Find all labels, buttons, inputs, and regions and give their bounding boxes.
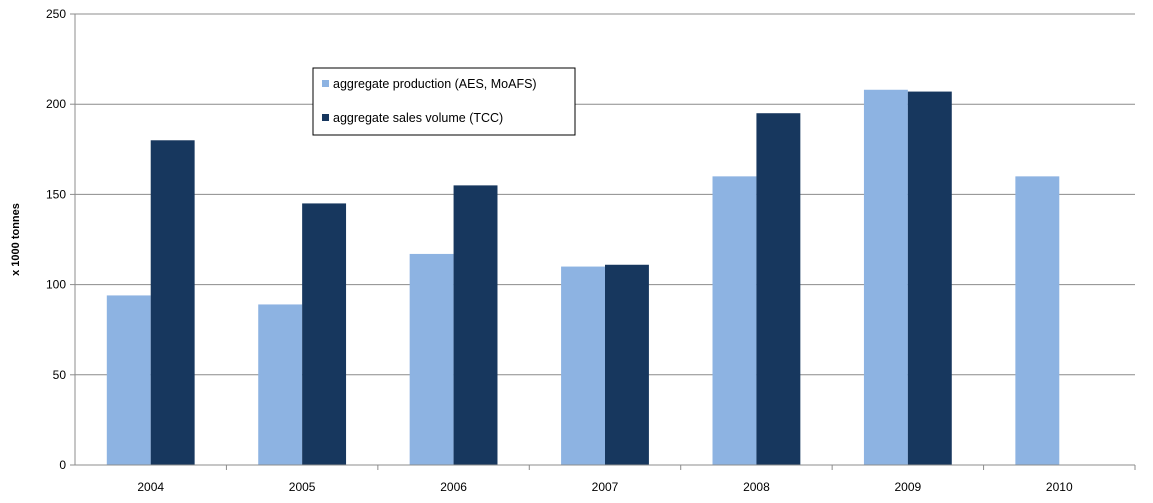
bar-sales-2007 xyxy=(605,264,649,465)
y-tick-label: 0 xyxy=(59,458,66,472)
y-axis-title: x 1000 tonnes xyxy=(10,203,22,276)
x-tick-label: 2007 xyxy=(592,480,619,494)
legend-swatch xyxy=(322,80,329,87)
legend-box xyxy=(312,67,576,136)
legend-label: aggregate sales volume (TCC) xyxy=(333,111,503,125)
bar-sales-2006 xyxy=(453,185,498,465)
y-tick-label: 200 xyxy=(46,97,66,111)
x-tick-label: 2009 xyxy=(895,480,922,494)
bar-production-2010 xyxy=(1015,176,1060,466)
y-tick-label: 50 xyxy=(53,368,67,382)
y-tick-label: 250 xyxy=(46,7,66,21)
legend: aggregate production (AES, MoAFS) aggrega… xyxy=(312,67,576,136)
x-tick-label: 2010 xyxy=(1046,480,1073,494)
bar-sales-2008 xyxy=(756,113,801,465)
bar-production-2004 xyxy=(106,295,151,465)
y-tick-label: 150 xyxy=(46,187,66,201)
bar-sales-2009 xyxy=(907,91,952,466)
bar-production-2006 xyxy=(409,253,454,465)
axis-labels: 0 50 100 150 200 250 2004 2005 2006 2007 2008 2009 2… xyxy=(10,7,1073,494)
x-tick-label: 2004 xyxy=(137,480,164,494)
bar-production-2007 xyxy=(561,266,605,465)
bars xyxy=(106,89,1060,466)
bar-production-2008 xyxy=(712,176,757,466)
bar-production-2005 xyxy=(258,304,303,465)
x-tick-label: 2006 xyxy=(440,480,467,494)
bar-sales-2004 xyxy=(150,140,195,465)
bar-sales-2005 xyxy=(302,203,347,466)
bar-production-2009 xyxy=(863,89,908,465)
legend-swatch xyxy=(322,114,329,121)
legend-label: aggregate production (AES, MoAFS) xyxy=(333,77,537,91)
gridlines xyxy=(75,13,1135,376)
x-tick-label: 2005 xyxy=(289,480,316,494)
x-tick-label: 2008 xyxy=(743,480,770,494)
y-tick-label: 100 xyxy=(46,278,66,292)
axes xyxy=(70,13,1136,470)
